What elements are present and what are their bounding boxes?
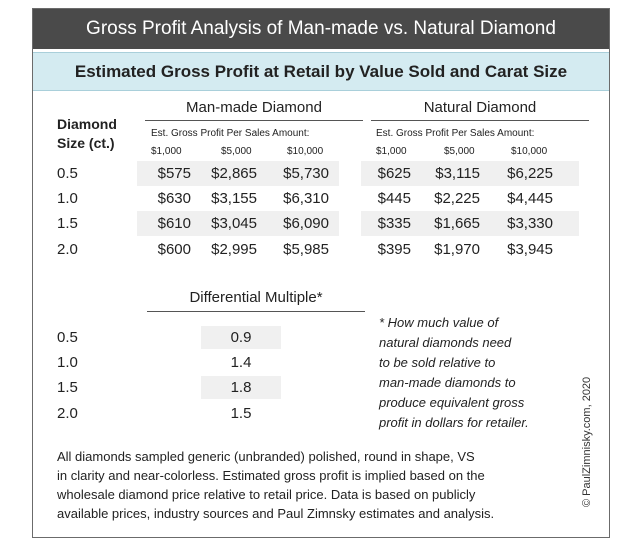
table-cell: $3,330 (507, 215, 553, 232)
col-header: $5,000 (444, 146, 475, 157)
infographic-card: Gross Profit Analysis of Man-made vs. Na… (32, 8, 610, 538)
footnote-line: natural diamonds need (379, 335, 512, 350)
table-cell: $575 (157, 165, 191, 182)
row-band (361, 211, 579, 236)
differential-rule (147, 311, 365, 312)
footer-line: wholesale diamond price relative to reta… (57, 487, 476, 502)
differential-title: Differential Multiple* (189, 289, 323, 306)
differential-size-label: 0.5 (57, 329, 78, 346)
subtitle-bar: Estimated Gross Profit at Retail by Valu… (33, 52, 609, 91)
page-title: Gross Profit Analysis of Man-made vs. Na… (86, 18, 556, 39)
size-header-line-2: Size (ct.) (57, 135, 115, 151)
table-cell: $5,985 (283, 241, 329, 258)
footnote-line: profit in dollars for retailer. (379, 415, 529, 430)
table-cell: $2,225 (434, 190, 480, 207)
table-cell: $335 (377, 215, 411, 232)
footnote-line: * How much value of (379, 315, 499, 330)
row-size-label: 2.0 (57, 241, 78, 258)
table-cell: $395 (377, 241, 411, 258)
table-cell: $630 (157, 190, 191, 207)
footer-line: available prices, industry sources and P… (57, 506, 495, 521)
differential-band (201, 326, 281, 349)
col-header: $10,000 (287, 146, 324, 157)
differential-value: 1.4 (230, 354, 252, 371)
row-band (137, 161, 339, 186)
table-cell: $3,115 (435, 165, 480, 182)
footer-line: in clarity and near-colorless. Estimated… (57, 468, 485, 483)
row-size-label: 1.0 (57, 190, 78, 207)
table-cell: $1,665 (434, 215, 480, 232)
table-cell: $6,225 (507, 165, 553, 182)
differential-size-label: 2.0 (57, 405, 78, 422)
table-cell: $2,865 (211, 165, 257, 182)
table-cell: $5,730 (283, 165, 329, 182)
group-title-natural: Natural Diamond (423, 99, 537, 116)
group-rule-natural (371, 120, 589, 121)
table-cell: $6,090 (283, 215, 329, 232)
table-cell: $1,970 (434, 241, 480, 258)
differential-value: 0.9 (230, 329, 252, 346)
row-size-label: 0.5 (57, 165, 78, 182)
col-header: $10,000 (511, 146, 548, 157)
table-cell: $3,155 (211, 190, 257, 207)
size-header-line-1: Diamond (57, 116, 117, 132)
table-cell: $4,445 (507, 190, 553, 207)
differential-band (201, 376, 281, 399)
differential-size-label: 1.0 (57, 354, 78, 371)
copyright-notice: © PaulZimnisky.com, 2020 (581, 376, 593, 507)
row-band (137, 211, 339, 236)
table-cell: $625 (377, 165, 411, 182)
table-cell: $445 (377, 190, 411, 207)
footnote-line: man-made diamonds to (379, 375, 516, 390)
col-header: $5,000 (221, 146, 252, 157)
col-header: $1,000 (376, 146, 407, 157)
footnote-line: to be sold relative to (379, 355, 496, 370)
size-header: Diamond Size (ct.) (57, 115, 117, 153)
table-cell: $610 (157, 215, 191, 232)
row-band (361, 161, 579, 186)
table-cell: $2,995 (211, 241, 257, 258)
differential-value: 1.5 (230, 405, 252, 422)
footer-line: All diamonds sampled generic (unbranded)… (57, 449, 475, 464)
table-cell: $3,945 (507, 241, 553, 258)
footer-description: All diamonds sampled generic (unbranded)… (57, 447, 494, 523)
footnote-line: produce equivalent gross (379, 395, 525, 410)
differential-value: 1.8 (230, 379, 252, 396)
page-subtitle: Estimated Gross Profit at Retail by Valu… (74, 61, 568, 81)
col-header: $1,000 (151, 146, 182, 157)
footnote: * How much value of natural diamonds nee… (379, 313, 529, 433)
group-title-manmade: Man-made Diamond (186, 99, 322, 116)
subheader-natural: Est. Gross Profit Per Sales Amount: (376, 128, 535, 139)
differential-size-label: 1.5 (57, 379, 78, 396)
row-size-label: 1.5 (57, 215, 78, 232)
subheader-manmade: Est. Gross Profit Per Sales Amount: (151, 128, 310, 139)
table-cell: $3,045 (211, 215, 257, 232)
table-cell: $600 (157, 241, 191, 258)
table-cell: $6,310 (283, 190, 329, 207)
group-rule-manmade (145, 120, 363, 121)
title-bar: Gross Profit Analysis of Man-made vs. Na… (33, 9, 609, 49)
